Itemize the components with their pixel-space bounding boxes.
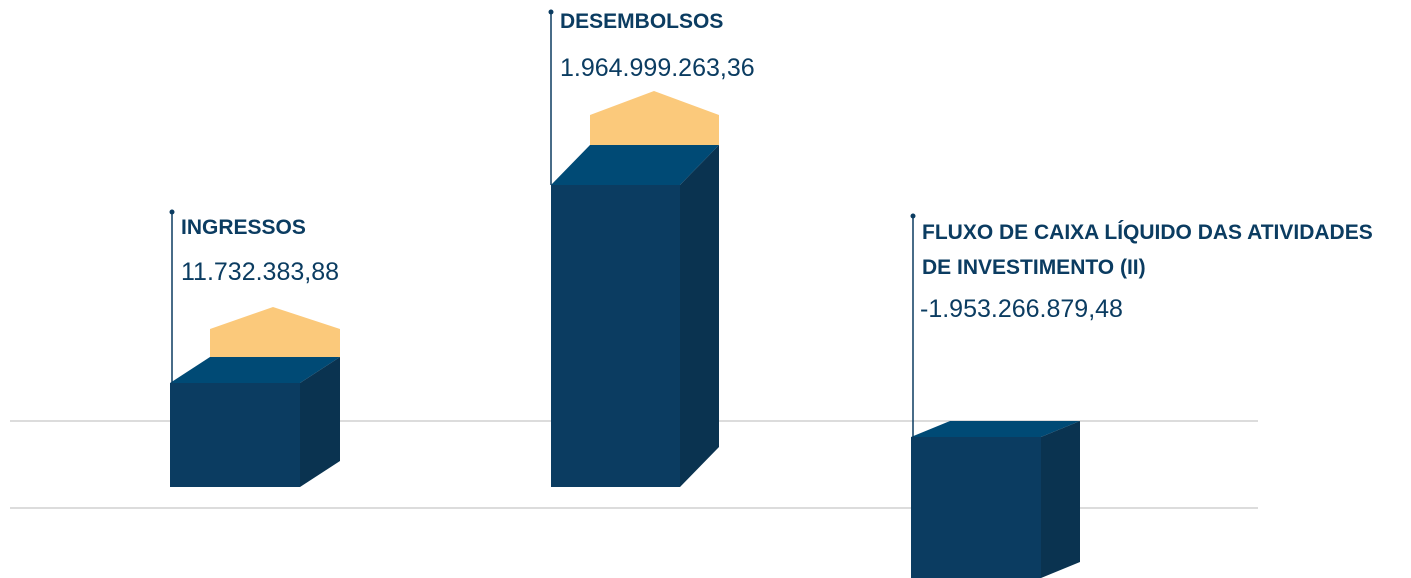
box-fluxo [910,213,1080,578]
item-label: INGRESSOS [181,216,306,239]
pointer-dot [548,9,554,15]
box-top [170,357,340,383]
box-side [300,357,340,487]
box-top [911,421,1080,437]
box-desembolsos [548,9,719,487]
item-value: -1.953.266.879,48 [920,295,1123,323]
box-side [1041,421,1080,578]
box-ingressos [169,209,340,487]
pointer-dot [910,213,916,219]
box-side [680,145,719,487]
box-front [551,185,680,487]
box-front [170,383,300,487]
arrow [590,91,719,145]
box-front [911,437,1041,578]
item-value: 1.964.999.263,36 [560,54,755,82]
arrow [210,307,340,357]
item-label: FLUXO DE CAIXA LÍQUIDO DAS ATIVIDADES DE… [922,221,1373,279]
item-value: 11.732.383,88 [181,258,340,286]
pointer-dot [169,209,175,215]
box-top [551,145,719,185]
item-label: DESEMBOLSOS [560,10,724,33]
